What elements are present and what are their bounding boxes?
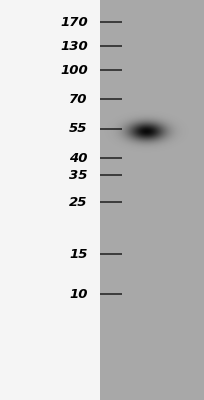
Text: 55: 55 bbox=[69, 122, 88, 135]
Text: 170: 170 bbox=[60, 16, 88, 28]
Bar bbox=[0, 0, 100, 400]
Text: 70: 70 bbox=[69, 93, 88, 106]
Text: 40: 40 bbox=[69, 152, 88, 165]
Text: 35: 35 bbox=[69, 169, 88, 182]
Text: 100: 100 bbox=[60, 64, 88, 76]
Text: 10: 10 bbox=[69, 288, 88, 300]
Text: 15: 15 bbox=[69, 248, 88, 261]
Text: 25: 25 bbox=[69, 196, 88, 208]
Text: 130: 130 bbox=[60, 40, 88, 52]
Bar bbox=[100, 0, 204, 400]
